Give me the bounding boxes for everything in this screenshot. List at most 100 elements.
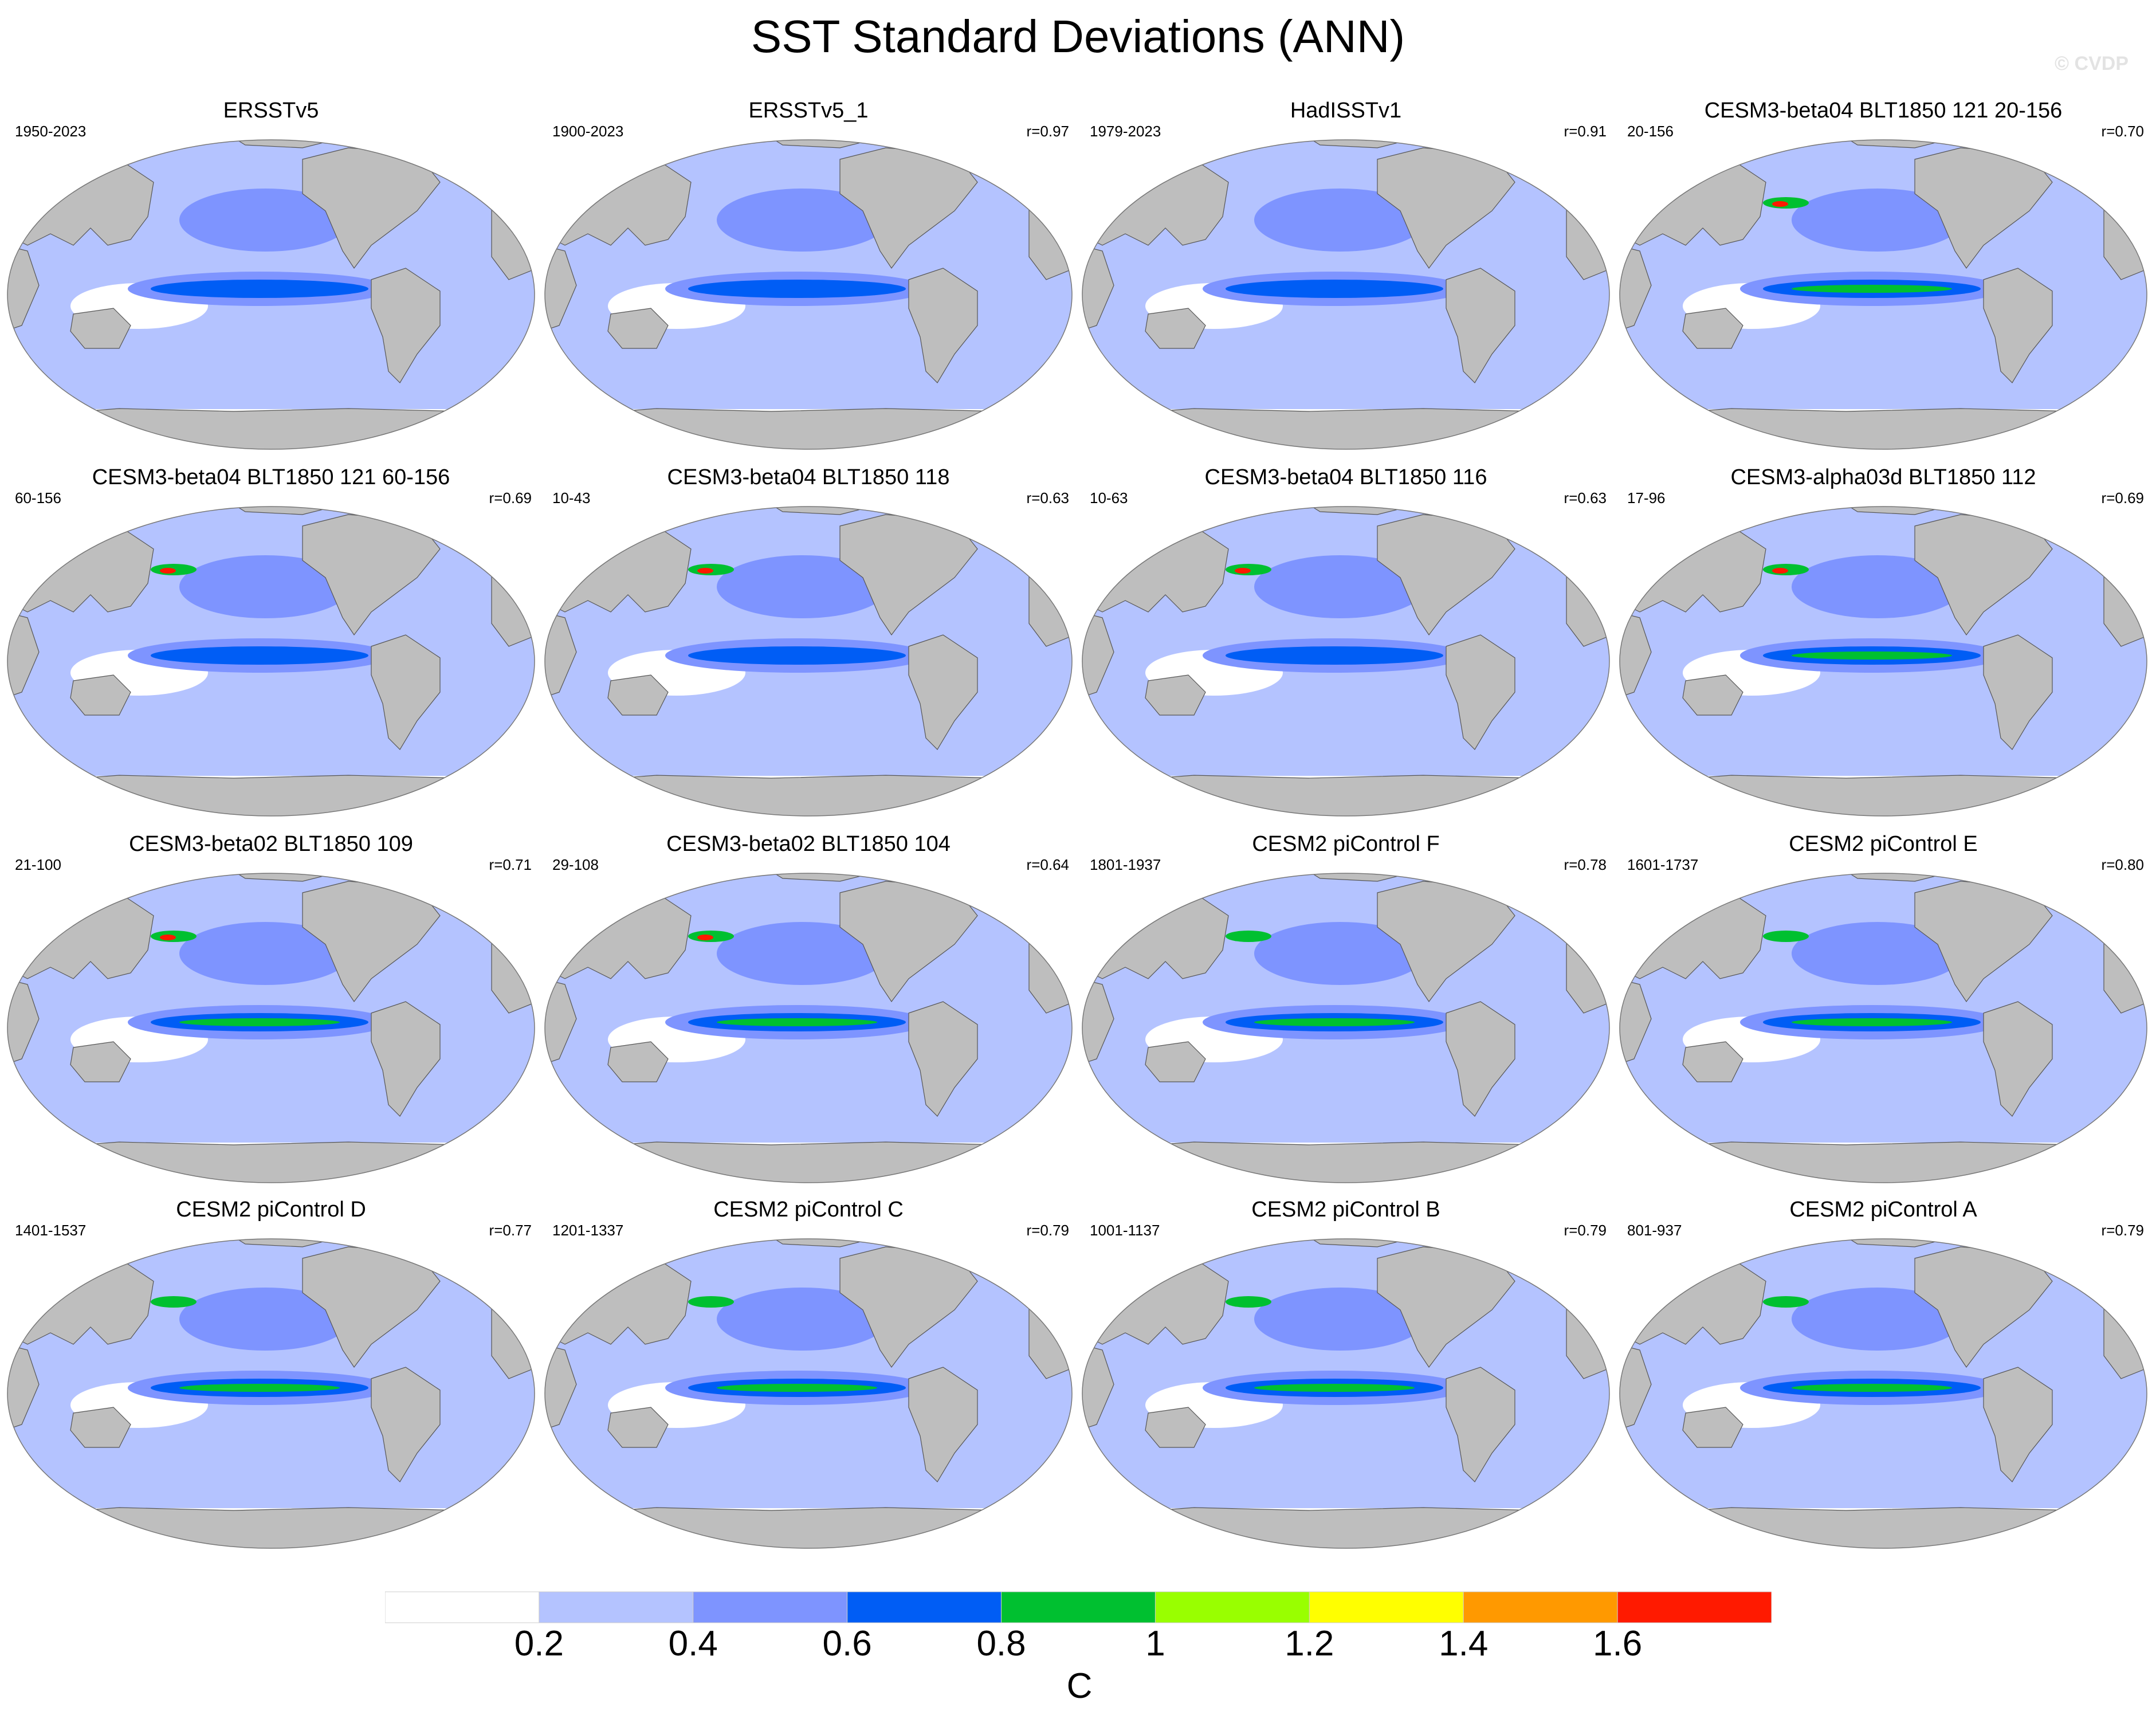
north-pacific-anomaly <box>1254 555 1426 618</box>
enso-region-core <box>151 646 368 665</box>
land-mass <box>908 268 978 383</box>
map-outline <box>7 873 535 1183</box>
map-outline <box>544 1238 1073 1549</box>
panel-title: ERSSTv5 <box>223 99 319 123</box>
colorbar-swatch <box>1001 1591 1156 1623</box>
kuroshio-hotspot <box>1226 931 1271 942</box>
north-pacific-anomaly <box>717 555 889 618</box>
land-mass <box>607 1407 669 1448</box>
robinson-map <box>1082 139 1610 450</box>
land-mass <box>7 881 154 979</box>
enso-region-peak <box>717 1384 877 1392</box>
panel-years: 1201-1337 <box>552 1222 624 1239</box>
map-outline <box>7 139 535 450</box>
land-mass <box>1145 1041 1206 1082</box>
north-pacific-anomaly <box>1792 922 1963 985</box>
panel-years: 21-100 <box>15 856 61 873</box>
land-mass <box>371 1367 441 1482</box>
map-outline <box>544 873 1073 1183</box>
north-pacific-anomaly <box>1254 922 1426 985</box>
panel-years: 801-937 <box>1627 1222 1682 1239</box>
land-mass <box>545 775 1072 816</box>
panel-years: 20-156 <box>1627 123 1674 140</box>
map-panel: CESM3-beta04 BLT1850 121 60-156 60-156 r=0… <box>5 463 537 821</box>
map-panel: CESM3-beta04 BLT1850 116 10-63 r=0.63 <box>1079 463 1612 821</box>
enso-region-peak <box>1792 1018 1952 1026</box>
land-mass <box>7 611 40 698</box>
panel-correlation: r=0.80 <box>2101 856 2144 873</box>
panel-title: HadISSTv1 <box>1290 99 1402 123</box>
map-panel: ERSSTv5 1950-2023 <box>5 96 537 454</box>
enso-region-peak <box>1254 1018 1415 1026</box>
land-mass <box>908 634 978 750</box>
enso-region-peak <box>1792 285 1952 293</box>
north-pacific-anomaly <box>1254 1288 1426 1351</box>
land-mass <box>371 1001 441 1117</box>
robinson-map <box>7 873 535 1183</box>
colorbar-tick-label: 1.4 <box>1439 1624 1489 1663</box>
land-mass <box>545 245 577 332</box>
kuroshio-hotspot <box>1226 1296 1271 1308</box>
north-pacific-anomaly <box>717 189 889 252</box>
map-outline <box>1619 873 2147 1183</box>
map-panel: CESM3-beta04 BLT1850 121 20-156 20-156 r=0… <box>1617 96 2150 454</box>
land-mass <box>1446 1001 1515 1117</box>
colorbar-tick-label: 1.2 <box>1285 1624 1334 1663</box>
panel-correlation: r=0.63 <box>1026 489 1069 507</box>
map-panel: CESM2 piControl D 1401-1537 r=0.77 <box>5 1195 537 1553</box>
colorbar-swatch <box>539 1591 694 1623</box>
land-mass <box>1082 245 1114 332</box>
land-mass <box>1082 1507 1609 1548</box>
land-mass <box>545 1507 1072 1548</box>
panel-years: 17-96 <box>1627 489 1666 507</box>
panel-title: CESM3-beta04 BLT1850 118 <box>667 465 950 489</box>
robinson-map <box>1082 873 1610 1183</box>
land-mass <box>1082 1141 1609 1183</box>
land-mass <box>1620 1246 1766 1345</box>
land-mass <box>7 245 40 332</box>
map-panel: HadISSTv1 1979-2023 r=0.91 <box>1079 96 1612 454</box>
land-mass <box>1620 514 1766 613</box>
map-outline <box>1082 139 1610 450</box>
panel-correlation: r=0.69 <box>489 489 532 507</box>
land-mass <box>1682 1041 1743 1082</box>
enso-region-peak <box>1254 1384 1415 1392</box>
land-mass <box>545 611 577 698</box>
land-mass <box>1082 978 1114 1065</box>
land-mass <box>908 1367 978 1482</box>
land-mass <box>7 147 154 246</box>
land-mass <box>1682 308 1743 349</box>
enso-region-core <box>1226 280 1443 298</box>
land-mass <box>607 1041 669 1082</box>
panel-title: CESM3-beta02 BLT1850 109 <box>129 832 413 856</box>
robinson-map <box>1082 506 1610 817</box>
land-mass <box>1082 147 1229 246</box>
figure-title: SST Standard Deviations (ANN) <box>751 11 1405 62</box>
land-mass <box>545 1344 577 1431</box>
land-mass <box>1082 1246 1229 1345</box>
north-pacific-anomaly <box>179 1288 351 1351</box>
north-pacific-anomaly <box>1792 1288 1963 1351</box>
enso-region-peak <box>1792 1384 1952 1392</box>
land-mass <box>7 514 154 613</box>
north-pacific-anomaly <box>179 555 351 618</box>
colorbar-swatch <box>1463 1591 1618 1623</box>
land-mass <box>1620 245 1652 332</box>
panel-years: 60-156 <box>15 489 61 507</box>
robinson-map <box>544 1238 1073 1549</box>
land-mass <box>1983 1367 2053 1482</box>
panel-correlation: r=0.71 <box>489 856 532 873</box>
land-mass <box>7 1246 154 1345</box>
panel-title: CESM3-alpha03d BLT1850 112 <box>1730 465 2036 489</box>
enso-region-core <box>151 280 368 298</box>
land-mass <box>1620 1141 2147 1183</box>
map-outline <box>544 139 1073 450</box>
land-mass <box>1620 881 1766 979</box>
colorbar-swatch <box>1617 1591 1772 1623</box>
kuroshio-hotspot <box>688 1296 734 1308</box>
panel-years: 1801-1937 <box>1090 856 1161 873</box>
colorbar-swatch <box>693 1591 848 1623</box>
land-mass <box>1082 408 1609 449</box>
panel-correlation: r=0.79 <box>1026 1222 1069 1239</box>
map-panel: CESM3-beta04 BLT1850 118 10-43 r=0.63 <box>542 463 1075 821</box>
